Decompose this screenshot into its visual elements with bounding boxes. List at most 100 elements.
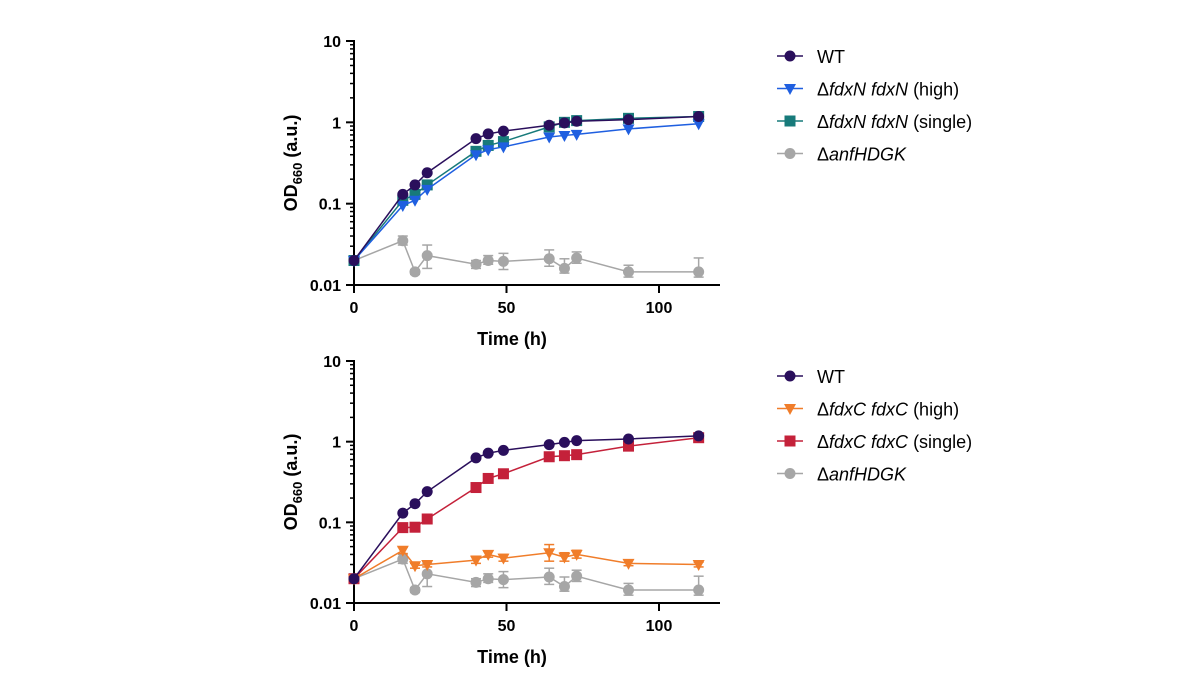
legend-label: ΔfdxC fdxC (high) xyxy=(817,400,959,420)
x-axis-title: Time (h) xyxy=(477,647,547,667)
legend-label: ΔanfHDGK xyxy=(817,465,907,485)
data-point xyxy=(623,433,634,445)
legend-label: ΔanfHDGK xyxy=(817,145,907,165)
legend-entry: ΔfdxC fdxC (high) xyxy=(777,400,959,420)
legend-entry: ΔfdxC fdxC (single) xyxy=(777,432,972,452)
legend-label-part: Δ xyxy=(817,112,829,132)
data-point xyxy=(622,558,635,570)
data-point xyxy=(470,555,482,567)
data-point xyxy=(470,133,482,145)
data-point xyxy=(543,253,555,265)
data-point xyxy=(482,549,495,561)
y-axis-title-suffix: (a.u.) xyxy=(281,115,301,163)
data-point xyxy=(421,568,433,580)
data-point xyxy=(497,553,510,565)
x-axis-title: Time (h) xyxy=(477,329,547,349)
data-point xyxy=(623,440,634,452)
data-point xyxy=(470,482,482,494)
legend-label-part: Δ xyxy=(817,145,829,165)
data-point xyxy=(409,521,421,533)
data-point xyxy=(397,194,409,206)
y-axis-title-main: OD xyxy=(281,184,301,211)
legend-label-part: fdxN fdxN xyxy=(829,80,909,100)
legend-label-part: fdxC fdxC xyxy=(829,400,909,420)
legend-marker xyxy=(784,435,796,447)
data-point xyxy=(543,119,555,131)
data-point xyxy=(470,452,482,464)
y-axis-title-subscript: 660 xyxy=(290,482,305,504)
data-point xyxy=(558,552,571,564)
data-point xyxy=(409,179,421,191)
legend-marker xyxy=(784,50,796,62)
legend-label-part: WT xyxy=(817,47,845,67)
y-axis-title-main: OD xyxy=(281,503,301,530)
legend-marker xyxy=(784,468,796,479)
legend-label-part: fdxC fdxC xyxy=(829,432,909,452)
legend-label-part: Δ xyxy=(817,400,829,420)
x-tick-label: 100 xyxy=(646,618,673,635)
data-point xyxy=(421,486,433,498)
data-point xyxy=(421,560,434,572)
legend-label-part: (single) xyxy=(908,112,972,132)
data-point xyxy=(497,142,510,154)
y-tick-label: 0.1 xyxy=(319,515,341,532)
legend-label-part: (high) xyxy=(908,400,959,420)
legend-marker xyxy=(784,148,796,159)
y-tick-label: 1 xyxy=(332,115,341,132)
data-point xyxy=(397,235,409,247)
x-tick-label: 0 xyxy=(350,618,359,635)
data-point xyxy=(571,570,583,582)
legend-label-part: fdxN fdxN xyxy=(829,112,909,132)
legend-label-part: WT xyxy=(817,367,845,387)
data-point xyxy=(396,545,409,557)
y-axis-title: OD660 (a.u.) xyxy=(281,115,305,212)
legend-label-part: anfHDGK xyxy=(829,465,907,485)
data-point xyxy=(482,145,495,157)
data-point xyxy=(409,188,421,200)
data-point xyxy=(693,266,705,278)
data-point xyxy=(409,266,421,278)
legend-label-part: (high) xyxy=(908,80,959,100)
data-point xyxy=(558,436,570,448)
data-point xyxy=(693,110,705,122)
data-point xyxy=(409,195,421,207)
legend-label: WT xyxy=(817,367,845,387)
y-tick-label: 0.01 xyxy=(310,596,341,613)
y-tick-label: 1 xyxy=(332,435,341,452)
data-point xyxy=(543,439,555,451)
data-point xyxy=(482,255,494,267)
series-line xyxy=(353,558,699,592)
data-point xyxy=(497,574,509,586)
legend-label-part: Δ xyxy=(817,80,829,100)
data-point xyxy=(421,184,434,196)
series-1 xyxy=(348,119,705,268)
data-point xyxy=(543,571,555,583)
legend-label-part: anfHDGK xyxy=(829,145,907,165)
legend-entry: WT xyxy=(777,367,845,387)
data-point xyxy=(409,584,421,596)
data-point xyxy=(623,266,634,278)
data-point xyxy=(397,188,409,200)
data-point xyxy=(497,255,509,267)
series-0 xyxy=(348,430,705,585)
data-point xyxy=(693,584,705,596)
y-axis-title: OD660 (a.u.) xyxy=(281,434,305,531)
data-point xyxy=(397,507,409,519)
series-2 xyxy=(348,432,705,585)
data-point xyxy=(692,119,705,131)
data-point xyxy=(421,250,433,262)
data-point xyxy=(543,548,556,560)
legend-entry: ΔfdxN fdxN (high) xyxy=(777,80,959,100)
data-point xyxy=(558,450,570,462)
data-point xyxy=(558,262,570,274)
x-tick-label: 0 xyxy=(350,300,359,317)
data-point xyxy=(571,115,583,127)
data-point xyxy=(497,125,509,137)
data-point xyxy=(623,584,634,596)
legend-label: ΔfdxN fdxN (high) xyxy=(817,80,959,100)
data-point xyxy=(497,468,509,480)
data-point xyxy=(396,200,409,212)
y-tick-label: 0.1 xyxy=(319,197,341,214)
